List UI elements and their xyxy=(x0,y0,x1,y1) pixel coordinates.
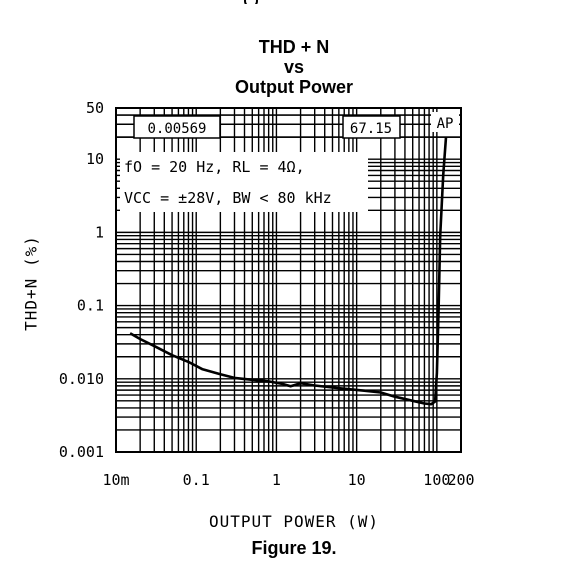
y-tick-label: 0.1 xyxy=(77,297,104,315)
x-tick-label: 200 xyxy=(447,471,474,489)
y-tick-label: 0.010 xyxy=(59,370,104,388)
x-tick-label: 0.1 xyxy=(183,471,210,489)
x-axis-label: OUTPUT POWER (W) xyxy=(208,512,380,531)
series-line-0 xyxy=(129,137,448,406)
series-group xyxy=(129,137,448,406)
x-tick-label: 100 xyxy=(423,471,450,489)
x-tick-label: 10m xyxy=(102,471,129,489)
conditions-box xyxy=(120,152,368,212)
value-box-left-text: 0.00569 xyxy=(147,121,206,137)
corner-label-bg xyxy=(431,112,459,132)
chart-title-line-2: vs xyxy=(283,57,305,77)
conditions-line-1: fO = 20 Hz, RL = 4Ω, xyxy=(124,158,305,176)
chart-title-line-3: Output Power xyxy=(235,77,353,97)
cropped-header-glyph xyxy=(244,0,258,4)
plot-frame xyxy=(115,107,462,453)
value-box-right xyxy=(342,115,401,139)
annotation-boxes: 0.00569 67.15 AP fO = 20 Hz, RL = 4Ω, VCC = … xyxy=(120,112,459,212)
y-tick-label: 10 xyxy=(86,150,104,168)
x-tick-label: 1 xyxy=(272,471,281,489)
figure-caption: Figure 19. xyxy=(251,538,337,558)
conditions-line-2: VCC = ±28V, BW < 80 kHz xyxy=(124,189,332,207)
y-tick-label: 1 xyxy=(95,223,104,241)
corner-label: AP xyxy=(437,116,454,132)
y-tick-label: 50 xyxy=(86,99,104,117)
value-box-left xyxy=(133,115,221,139)
value-box-right-text: 67.15 xyxy=(350,121,392,137)
x-tick-label: 10 xyxy=(348,471,366,489)
chart-title-line-1: THD + N xyxy=(258,37,330,57)
y-tick-label: 0.001 xyxy=(59,443,104,461)
